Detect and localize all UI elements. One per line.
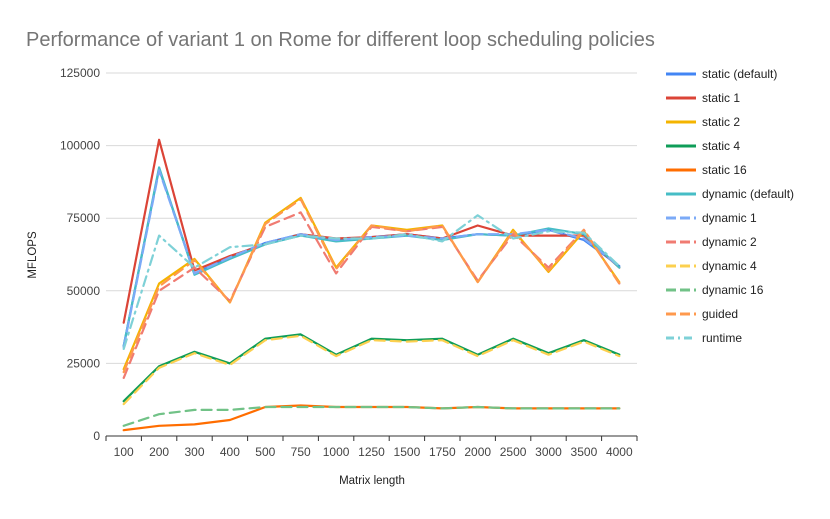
x-tick-label: 3000 xyxy=(535,445,562,459)
y-tick-label: 125000 xyxy=(60,66,100,80)
series-line-11 xyxy=(122,214,621,350)
y-tick-label: 100000 xyxy=(60,139,100,153)
legend-item: guided xyxy=(666,307,738,321)
legend-label: static 16 xyxy=(702,163,747,177)
x-tick-label: 1000 xyxy=(323,445,350,459)
legend-item: dynamic 1 xyxy=(666,211,757,225)
legend-item: dynamic 16 xyxy=(666,283,764,297)
legend-label: runtime xyxy=(702,331,742,345)
axes: 0 25000 50000 75000 100000 125000 100 200 300 400… xyxy=(60,66,638,459)
legend-label: guided xyxy=(702,307,738,321)
x-tick-label: 1250 xyxy=(358,445,385,459)
legend-label: dynamic 2 xyxy=(702,235,757,249)
x-tick-label: 400 xyxy=(220,445,240,459)
x-tick-label: 4000 xyxy=(606,445,633,459)
series-line-8 xyxy=(122,334,621,406)
x-tick-label: 2000 xyxy=(464,445,491,459)
y-tick-label: 0 xyxy=(93,429,100,443)
legend: static (default) static 1 static 2 static 4… xyxy=(666,67,794,345)
legend-item: static 1 xyxy=(666,91,740,105)
legend-label: static (default) xyxy=(702,67,777,81)
x-tick-label: 1500 xyxy=(394,445,421,459)
series-line-10 xyxy=(122,198,621,374)
legend-label: dynamic 4 xyxy=(702,259,757,273)
series-line-3 xyxy=(122,333,621,403)
gridlines xyxy=(106,72,637,437)
legend-item: static 4 xyxy=(666,139,740,153)
x-tick-label: 750 xyxy=(291,445,311,459)
legend-label: static 2 xyxy=(702,115,740,129)
series-lines xyxy=(122,138,621,432)
x-tick-label: 200 xyxy=(149,445,169,459)
series-line-6 xyxy=(122,169,621,349)
legend-label: dynamic 16 xyxy=(702,283,764,297)
chart-title: Performance of variant 1 on Rome for dif… xyxy=(26,29,655,51)
legend-item: dynamic 2 xyxy=(666,235,757,249)
x-tick-label: 300 xyxy=(184,445,204,459)
legend-label: static 1 xyxy=(702,91,740,105)
x-axis-title: Matrix length xyxy=(339,475,405,487)
y-tick-label: 25000 xyxy=(67,356,101,370)
y-axis-title: MFLOPS xyxy=(27,231,39,279)
series-line-2 xyxy=(122,196,621,371)
x-tick-label: 100 xyxy=(114,445,134,459)
y-tick-label: 75000 xyxy=(67,211,101,225)
legend-item: static 16 xyxy=(666,163,747,177)
x-tick-label: 3500 xyxy=(571,445,598,459)
series-line-0 xyxy=(122,167,621,348)
legend-item: dynamic 4 xyxy=(666,259,757,273)
x-tick-label: 1750 xyxy=(429,445,456,459)
x-tick-label: 500 xyxy=(255,445,275,459)
legend-item: static 2 xyxy=(666,115,740,129)
legend-label: dynamic (default) xyxy=(702,187,794,201)
legend-label: static 4 xyxy=(702,139,740,153)
legend-item: dynamic (default) xyxy=(666,187,794,201)
legend-item: runtime xyxy=(666,331,742,345)
legend-item: static (default) xyxy=(666,67,777,81)
legend-label: dynamic 1 xyxy=(702,211,757,225)
series-line-9 xyxy=(122,405,621,427)
y-tick-label: 50000 xyxy=(67,284,101,298)
x-tick-label: 2500 xyxy=(500,445,527,459)
series-line-5 xyxy=(122,166,621,348)
